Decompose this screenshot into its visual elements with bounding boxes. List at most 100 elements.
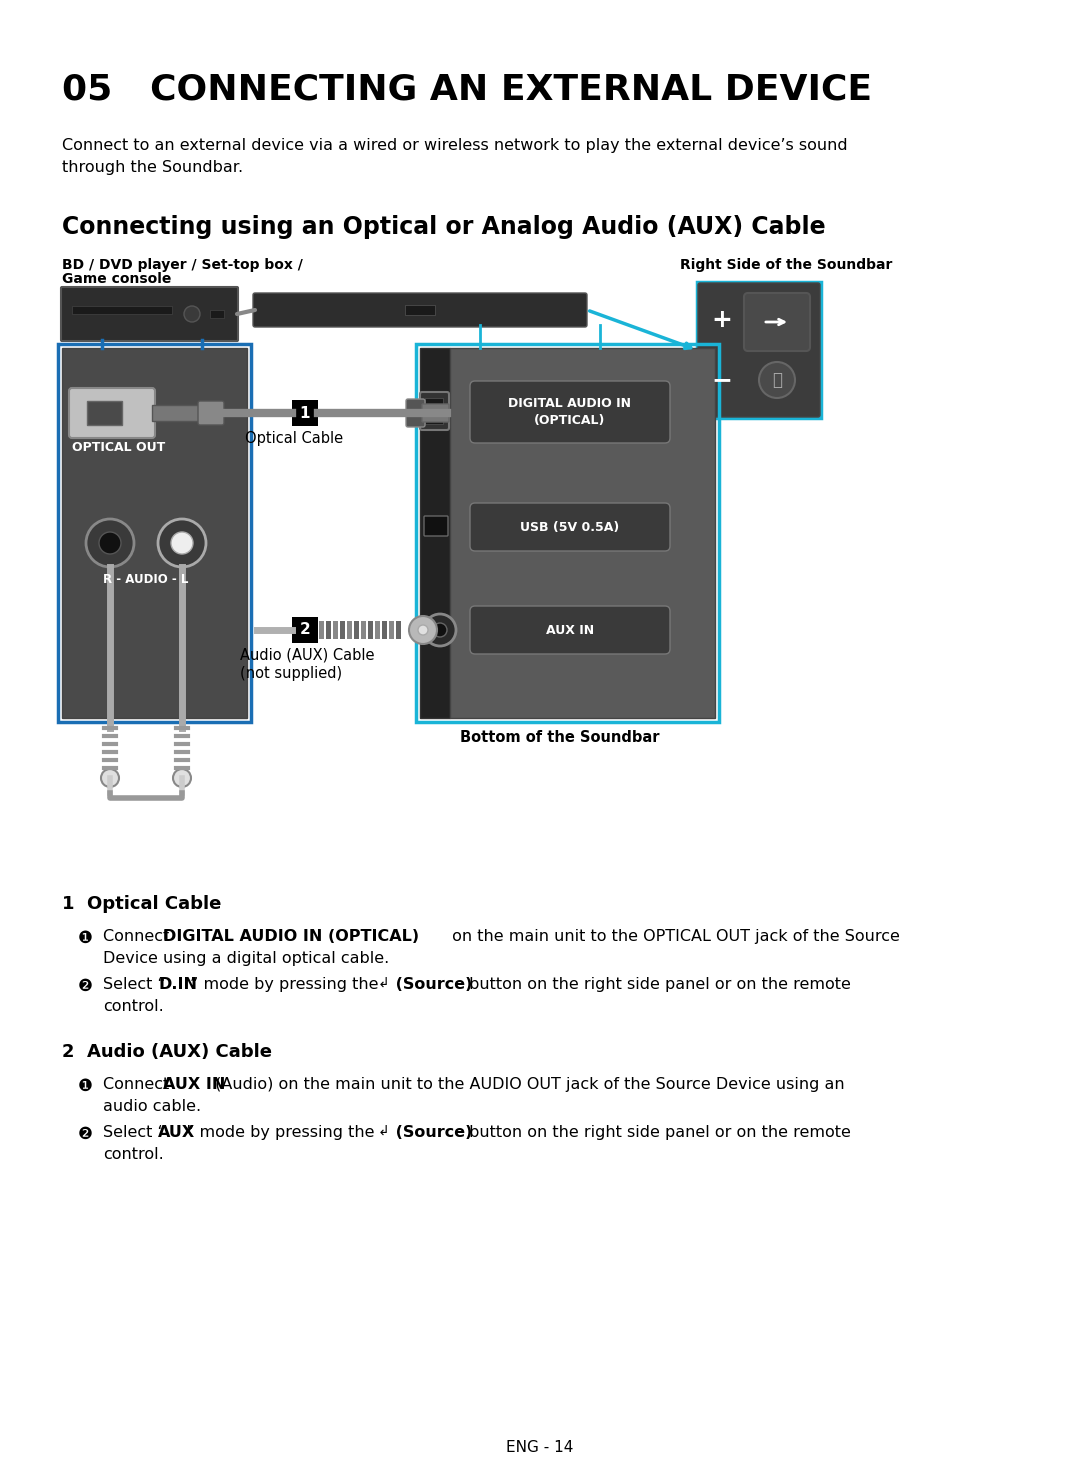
Text: control.: control.: [103, 1148, 164, 1162]
Text: Select “: Select “: [103, 1126, 166, 1140]
Text: Select “: Select “: [103, 978, 166, 992]
Bar: [382, 621, 387, 639]
Text: 2  Audio (AUX) Cable: 2 Audio (AUX) Cable: [62, 1043, 272, 1060]
Text: DIGITAL AUDIO IN
(OPTICAL): DIGITAL AUDIO IN (OPTICAL): [509, 396, 632, 427]
Text: Optical Cable: Optical Cable: [245, 430, 343, 447]
Text: Connecting using an Optical or Analog Audio (AUX) Cable: Connecting using an Optical or Analog Au…: [62, 214, 825, 240]
Text: button on the right side panel or on the remote: button on the right side panel or on the…: [464, 1126, 851, 1140]
FancyBboxPatch shape: [470, 503, 670, 552]
Text: −: −: [712, 368, 732, 392]
Bar: [319, 621, 324, 639]
FancyBboxPatch shape: [253, 293, 588, 327]
Text: ENG - 14: ENG - 14: [507, 1441, 573, 1455]
Text: Device using a digital optical cable.: Device using a digital optical cable.: [103, 951, 389, 966]
Bar: [210, 311, 224, 318]
Text: +: +: [712, 308, 732, 331]
Text: OPTICAL OUT: OPTICAL OUT: [72, 441, 165, 454]
Bar: [62, 348, 247, 717]
Text: ❷: ❷: [78, 1126, 93, 1143]
Text: D.IN: D.IN: [158, 978, 197, 992]
Circle shape: [424, 614, 456, 646]
Text: ⏻: ⏻: [772, 371, 782, 389]
Bar: [340, 621, 345, 639]
Text: R - AUDIO - L: R - AUDIO - L: [104, 572, 189, 586]
Text: Connect: Connect: [103, 929, 174, 944]
FancyBboxPatch shape: [69, 387, 156, 438]
Text: (Audio) on the main unit to the AUDIO OUT jack of the Source Device using an: (Audio) on the main unit to the AUDIO OU…: [210, 1077, 845, 1092]
Text: ❶: ❶: [78, 929, 93, 947]
Bar: [697, 282, 821, 419]
Text: Connect: Connect: [103, 1077, 174, 1092]
Text: USB (5V 0.5A): USB (5V 0.5A): [521, 521, 620, 534]
Circle shape: [158, 519, 206, 566]
FancyBboxPatch shape: [60, 287, 238, 342]
Text: AUX IN: AUX IN: [545, 624, 594, 636]
Bar: [292, 617, 318, 643]
FancyBboxPatch shape: [422, 404, 449, 422]
FancyBboxPatch shape: [420, 392, 449, 430]
Text: ” mode by pressing the: ” mode by pressing the: [186, 1126, 375, 1140]
Bar: [58, 345, 251, 722]
Bar: [72, 306, 172, 314]
Text: 2: 2: [299, 623, 310, 637]
Circle shape: [99, 532, 121, 555]
Circle shape: [184, 306, 200, 322]
Text: ↲: ↲: [378, 978, 390, 991]
Text: 05   CONNECTING AN EXTERNAL DEVICE: 05 CONNECTING AN EXTERNAL DEVICE: [62, 72, 873, 106]
FancyBboxPatch shape: [470, 606, 670, 654]
Bar: [420, 348, 450, 717]
Circle shape: [409, 615, 437, 643]
Text: DIGITAL AUDIO IN (OPTICAL): DIGITAL AUDIO IN (OPTICAL): [163, 929, 419, 944]
Bar: [326, 621, 330, 639]
Circle shape: [86, 519, 134, 566]
Text: BD / DVD player / Set-top box /: BD / DVD player / Set-top box /: [62, 257, 302, 272]
Bar: [375, 621, 380, 639]
Text: (not supplied): (not supplied): [240, 666, 342, 680]
Bar: [292, 399, 318, 426]
Text: control.: control.: [103, 998, 164, 1015]
Text: on the main unit to the OPTICAL OUT jack of the Source: on the main unit to the OPTICAL OUT jack…: [447, 929, 900, 944]
Text: Connect to an external device via a wired or wireless network to play the extern: Connect to an external device via a wire…: [62, 138, 848, 175]
Circle shape: [173, 769, 191, 787]
Circle shape: [759, 362, 795, 398]
Text: Right Side of the Soundbar: Right Side of the Soundbar: [680, 257, 892, 272]
Bar: [361, 621, 366, 639]
Circle shape: [418, 626, 428, 634]
Text: ❷: ❷: [78, 978, 93, 995]
Circle shape: [171, 532, 193, 555]
Circle shape: [433, 623, 447, 637]
Bar: [450, 348, 715, 717]
Text: Game console: Game console: [62, 272, 172, 285]
Bar: [396, 621, 401, 639]
FancyBboxPatch shape: [698, 282, 820, 417]
Bar: [354, 621, 359, 639]
FancyBboxPatch shape: [406, 399, 426, 427]
Text: AUX IN: AUX IN: [163, 1077, 226, 1092]
FancyBboxPatch shape: [424, 516, 448, 535]
Bar: [389, 621, 394, 639]
Text: Bottom of the Soundbar: Bottom of the Soundbar: [460, 731, 660, 745]
Text: ❶: ❶: [78, 1077, 93, 1094]
FancyBboxPatch shape: [198, 401, 224, 424]
Text: Audio (AUX) Cable: Audio (AUX) Cable: [240, 648, 375, 663]
Text: (Source): (Source): [390, 1126, 472, 1140]
FancyBboxPatch shape: [744, 293, 810, 351]
FancyBboxPatch shape: [470, 382, 670, 444]
Bar: [405, 305, 435, 315]
Bar: [368, 621, 373, 639]
Bar: [152, 405, 202, 422]
Circle shape: [102, 769, 119, 787]
Text: button on the right side panel or on the remote: button on the right side panel or on the…: [464, 978, 851, 992]
Text: ” mode by pressing the: ” mode by pressing the: [190, 978, 378, 992]
Bar: [333, 621, 338, 639]
Text: (Source): (Source): [390, 978, 472, 992]
Text: AUX: AUX: [158, 1126, 195, 1140]
Text: audio cable.: audio cable.: [103, 1099, 201, 1114]
Bar: [426, 398, 443, 424]
Bar: [87, 401, 122, 424]
Text: 1  Optical Cable: 1 Optical Cable: [62, 895, 221, 913]
Text: 1: 1: [300, 405, 310, 420]
Bar: [416, 345, 719, 722]
Text: ↲: ↲: [378, 1126, 390, 1139]
Bar: [347, 621, 352, 639]
